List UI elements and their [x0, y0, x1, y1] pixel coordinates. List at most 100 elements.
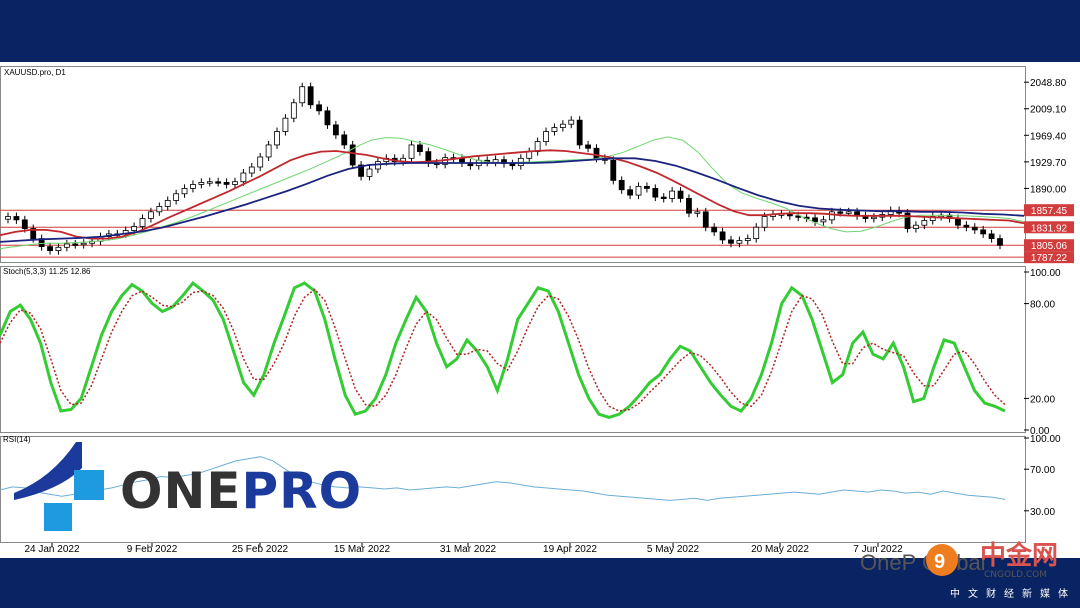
candle [63, 243, 70, 248]
candle [181, 188, 188, 195]
price-tag [1024, 251, 1074, 264]
candle [635, 186, 642, 196]
candle [30, 228, 37, 239]
price-tick-label: 2048.80 [1030, 78, 1067, 89]
candle [694, 211, 701, 214]
chart-canvas: 2048.80 2009.10 1969.40 1929.70 1890.00 XAUUS… [0, 66, 1074, 555]
rsi-tick-label: 30.00 [1030, 507, 1055, 518]
x-tick-label: 15 Mar 2022 [334, 544, 391, 555]
candle [341, 134, 348, 146]
price-tick-label: 1929.70 [1030, 158, 1067, 169]
candle [568, 119, 575, 125]
candle [164, 200, 171, 207]
candle [265, 144, 272, 158]
candle [980, 229, 987, 235]
candle [307, 86, 314, 106]
candle [971, 226, 978, 231]
ma-slow-line [0, 157, 1025, 243]
candle [232, 181, 238, 185]
candle [215, 181, 222, 184]
candle [913, 224, 919, 229]
candle [955, 218, 961, 226]
x-tick-label: 7 Jun 2022 [853, 544, 903, 555]
candle [719, 231, 726, 241]
candle [761, 216, 768, 228]
candle [812, 217, 818, 223]
candle [417, 144, 423, 153]
candle [47, 246, 53, 252]
candle [5, 216, 11, 220]
onepro-logo-text: ONEPRO [120, 462, 362, 520]
candle [274, 131, 280, 146]
candle [55, 246, 62, 252]
price-tick-label: 1890.00 [1030, 184, 1067, 195]
candle [728, 239, 734, 244]
chart-frame: 2048.80 2009.10 1969.40 1929.70 1890.00 XAUUS… [0, 62, 1080, 558]
candle [543, 131, 549, 142]
candle [526, 151, 533, 159]
candle [828, 211, 835, 221]
candle [618, 179, 625, 191]
rsi-tick-label: 100.00 [1030, 434, 1061, 445]
candle [744, 238, 751, 241]
candle [349, 144, 356, 166]
candle [148, 211, 154, 219]
price-tick-label: 1969.40 [1030, 131, 1067, 142]
watermark-text: OneP Global [860, 550, 986, 575]
x-tick-label: 25 Feb 2022 [232, 544, 289, 555]
price-panel-title: XAUUSD.pro, D1 [4, 68, 66, 77]
x-tick-label: 24 Jan 2022 [24, 544, 79, 555]
price-tag [1024, 239, 1074, 252]
candle [324, 110, 331, 126]
candle [190, 184, 196, 189]
candle [669, 190, 676, 199]
candle [585, 144, 591, 149]
stoch-tick-label: 0.00 [1030, 426, 1050, 437]
candle [223, 181, 230, 185]
rsi-tick-label: 70.00 [1030, 465, 1055, 476]
candle [316, 104, 322, 112]
x-tick-label: 5 May 2022 [647, 544, 700, 555]
candle [702, 211, 709, 228]
price-tick-label: 2009.10 [1030, 105, 1067, 116]
candle [21, 219, 28, 229]
watermark-sub: CNGOLD.COM [984, 570, 1048, 580]
stoch-main-line [0, 281, 1006, 419]
candle [257, 156, 264, 168]
onepro-logo-mark [14, 442, 104, 531]
candle [299, 86, 306, 104]
candle [80, 242, 87, 246]
candle [290, 102, 297, 119]
candle [206, 181, 213, 184]
price-tag-label: 1805.06 [1031, 241, 1068, 252]
stoch-tick-label: 100.00 [1030, 268, 1061, 279]
candle [408, 144, 415, 159]
candle [963, 224, 970, 228]
rsi-panel-title: RSI(14) [3, 435, 31, 444]
candle [551, 127, 558, 132]
candle [837, 211, 844, 214]
candle [332, 124, 339, 136]
candle [198, 181, 205, 185]
candle [820, 219, 827, 223]
candle [686, 198, 692, 214]
rsi-line [0, 456, 1006, 501]
stoch-panel [0, 266, 1026, 433]
candle [240, 172, 247, 183]
price-tag-label: 1857.45 [1031, 206, 1068, 217]
candle [131, 226, 138, 231]
candle [644, 186, 650, 189]
svg-text:中金网: 中金网 [980, 540, 1058, 571]
candle [904, 212, 911, 229]
candle [988, 233, 995, 239]
candle [736, 240, 743, 244]
x-tick-label: 31 Mar 2022 [440, 544, 497, 555]
candle [282, 117, 289, 132]
candle [492, 159, 499, 163]
stoch-tick-label: 20.00 [1030, 394, 1055, 405]
candle [677, 190, 684, 199]
candle [366, 168, 373, 177]
candle [13, 216, 20, 221]
candle [139, 218, 146, 227]
stoch-tick-label: 80.00 [1030, 300, 1055, 311]
